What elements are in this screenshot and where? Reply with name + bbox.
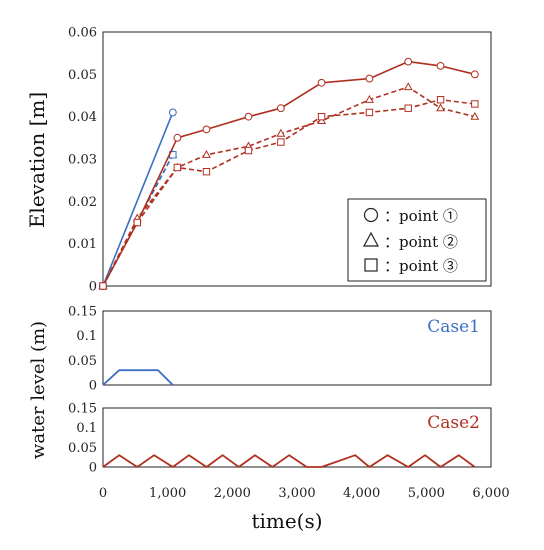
elevation-y-axis-label: Elevation [m] — [25, 92, 49, 228]
series-line — [102, 369, 174, 386]
elevation-panel: 00.010.020.030.040.050.06 Elevation [m] … — [25, 26, 492, 295]
case1-y-ticks: 0 0.05 0.1 0.15 — [68, 305, 97, 394]
case1-series — [102, 369, 174, 386]
y-tick-label: 0.01 — [68, 237, 97, 252]
data-point-circle — [202, 125, 211, 134]
legend-label-point-2: ：point ② — [384, 233, 458, 251]
case1-panel: 0 0.05 0.1 0.15 Case1 — [68, 305, 492, 394]
y-tick-label: 0 — [89, 280, 97, 295]
time-axis-label: time(s) — [251, 509, 322, 533]
legend-entry-point-3: ：point ③ — [364, 257, 458, 275]
data-point-triangle — [276, 128, 286, 137]
case2-panel: 0 0.05 0.1 0.15 Case2 — [68, 402, 492, 476]
y-tick-label: 0.05 — [68, 441, 97, 456]
y-tick-label: 0.02 — [68, 195, 97, 210]
data-point-circle — [470, 70, 479, 79]
legend-circle-marker — [363, 207, 379, 223]
y-tick-label: 0.03 — [68, 153, 97, 168]
data-point-square — [99, 282, 107, 290]
data-point-square — [365, 108, 374, 117]
legend-square-marker — [364, 258, 378, 272]
x-tick-label: 1,000 — [149, 486, 186, 501]
legend-entry-point-1: ：point ① — [363, 207, 458, 225]
case2-label: Case2 — [427, 413, 480, 433]
y-tick-label: 0 — [89, 379, 97, 394]
series-line — [102, 454, 476, 468]
data-point-triangle — [364, 94, 374, 103]
data-point-circle — [173, 133, 182, 142]
x-tick-label: 4,000 — [343, 486, 380, 501]
legend-box — [347, 198, 487, 282]
data-point-circle — [244, 112, 253, 121]
y-tick-label: 0.05 — [68, 68, 97, 83]
data-point-circle — [404, 57, 413, 66]
data-point-square — [133, 218, 141, 227]
legend-entry-point-2: ：point ② — [362, 231, 458, 251]
y-tick-label: 0.1 — [76, 329, 97, 344]
data-point-square — [436, 96, 445, 104]
data-point-triangle — [470, 111, 480, 120]
y-tick-label: 0.06 — [68, 26, 97, 41]
legend: ：point ① ：point ② ：point ③ — [347, 198, 487, 282]
data-point-square — [202, 168, 211, 176]
time-x-ticks: 0 1,000 2,000 3,000 4,000 5,000 6,000 — [99, 486, 510, 501]
y-tick-label: 0.1 — [76, 421, 97, 436]
data-point-circle — [365, 74, 374, 83]
data-point-square — [173, 163, 182, 172]
data-point-square — [404, 104, 412, 112]
x-tick-label: 6,000 — [472, 486, 509, 501]
legend-label-point-1: ：point ① — [384, 207, 458, 225]
x-tick-label: 5,000 — [408, 486, 445, 501]
data-point-circle — [276, 104, 285, 113]
data-point-square — [277, 138, 285, 146]
y-tick-label: 0.15 — [68, 402, 97, 417]
x-tick-label: 3,000 — [278, 486, 315, 501]
case1-plot-frame — [102, 310, 492, 386]
data-point-circle — [436, 61, 445, 70]
case1-label: Case1 — [427, 317, 480, 337]
data-point-triangle — [202, 149, 211, 158]
case2-y-ticks: 0 0.05 0.1 0.15 — [68, 402, 97, 476]
legend-triangle-marker — [362, 231, 380, 247]
data-point-square — [471, 100, 479, 108]
water-level-axis-label: water level (m) — [28, 321, 49, 459]
x-tick-label: 0 — [99, 486, 107, 501]
series-line — [102, 112, 174, 287]
data-point-triangle — [403, 82, 413, 91]
elevation-y-ticks: 0 0.01 0.02 0.03 0.04 0.05 0.06 — [68, 26, 97, 295]
case2-series — [102, 454, 476, 468]
data-point-square — [244, 146, 253, 155]
y-tick-label: 0.05 — [68, 354, 97, 369]
case2-plot-frame — [102, 407, 492, 468]
data-point-square — [317, 112, 326, 121]
elevation-series — [98, 57, 480, 290]
x-tick-label: 2,000 — [214, 486, 251, 501]
data-point-circle — [317, 78, 326, 87]
y-tick-label: 0.04 — [68, 110, 97, 125]
y-tick-label: 0 — [89, 461, 97, 476]
y-tick-label: 0.15 — [68, 305, 97, 320]
data-point-circle — [168, 108, 177, 117]
elevation-plot-frame — [102, 31, 492, 287]
legend-label-point-3: ：point ③ — [384, 257, 458, 275]
data-point-triangle — [436, 103, 446, 112]
